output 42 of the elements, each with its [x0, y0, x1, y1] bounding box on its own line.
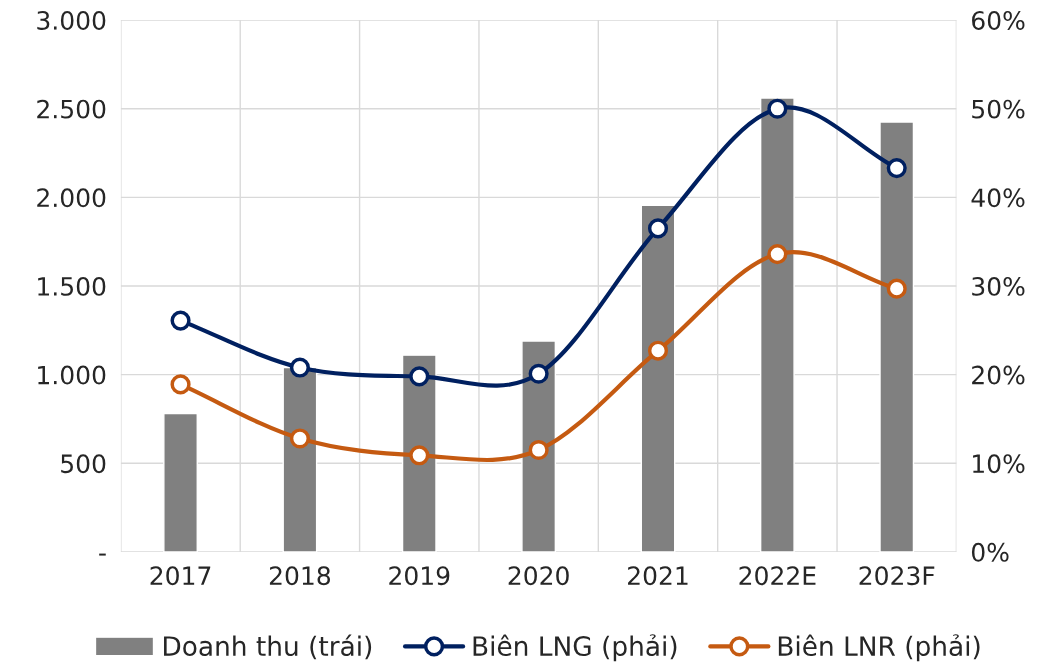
bar [163, 412, 198, 552]
y2-tick-label: 0% [971, 542, 1009, 562]
point [289, 428, 310, 449]
x-tick-label: 2017 [150, 566, 211, 586]
point [289, 357, 310, 378]
bar [879, 121, 915, 552]
point [767, 98, 788, 119]
point [647, 218, 669, 239]
point [170, 374, 191, 395]
x-tick-label: 2023F [859, 566, 935, 586]
point [528, 439, 549, 461]
y-tick-label: - [99, 553, 106, 556]
x-tick-label: 2019 [389, 566, 450, 586]
legend-label: Doanh thu (trái) [164, 634, 372, 660]
point [647, 340, 669, 361]
y-tick-label: 1.500 [38, 276, 106, 296]
y2-tick-label: 50% [972, 99, 1025, 119]
point [409, 366, 430, 387]
bar [759, 97, 795, 552]
x-tick-label: 2021 [628, 566, 688, 586]
legend-label: Biên LNR (phải) [778, 634, 980, 662]
x-tick-label: 2018 [269, 566, 331, 586]
y2-tick-label: 30% [972, 276, 1025, 296]
x-tick-label: 2020 [508, 566, 569, 586]
y-tick-label: 500 [61, 454, 106, 474]
point [767, 244, 788, 265]
point [170, 310, 191, 331]
bar [640, 204, 676, 552]
y-tick-label: 3.000 [37, 11, 106, 30]
point [886, 278, 907, 299]
y2-tick-label: 40% [971, 188, 1025, 208]
y-tick-label: 2.500 [37, 99, 106, 119]
legend-label: Biên LNG (phải) [473, 634, 677, 662]
y2-tick-label: 20% [972, 365, 1025, 385]
y2-tick-label: 10% [973, 454, 1025, 474]
y-tick-label: 1.000 [38, 365, 106, 385]
point [409, 445, 430, 466]
point [528, 363, 549, 384]
y-tick-label: 2.000 [37, 188, 106, 208]
x-tick-label: 2022E [739, 566, 816, 586]
y2-tick-label: 60% [972, 11, 1025, 30]
point [886, 158, 907, 179]
